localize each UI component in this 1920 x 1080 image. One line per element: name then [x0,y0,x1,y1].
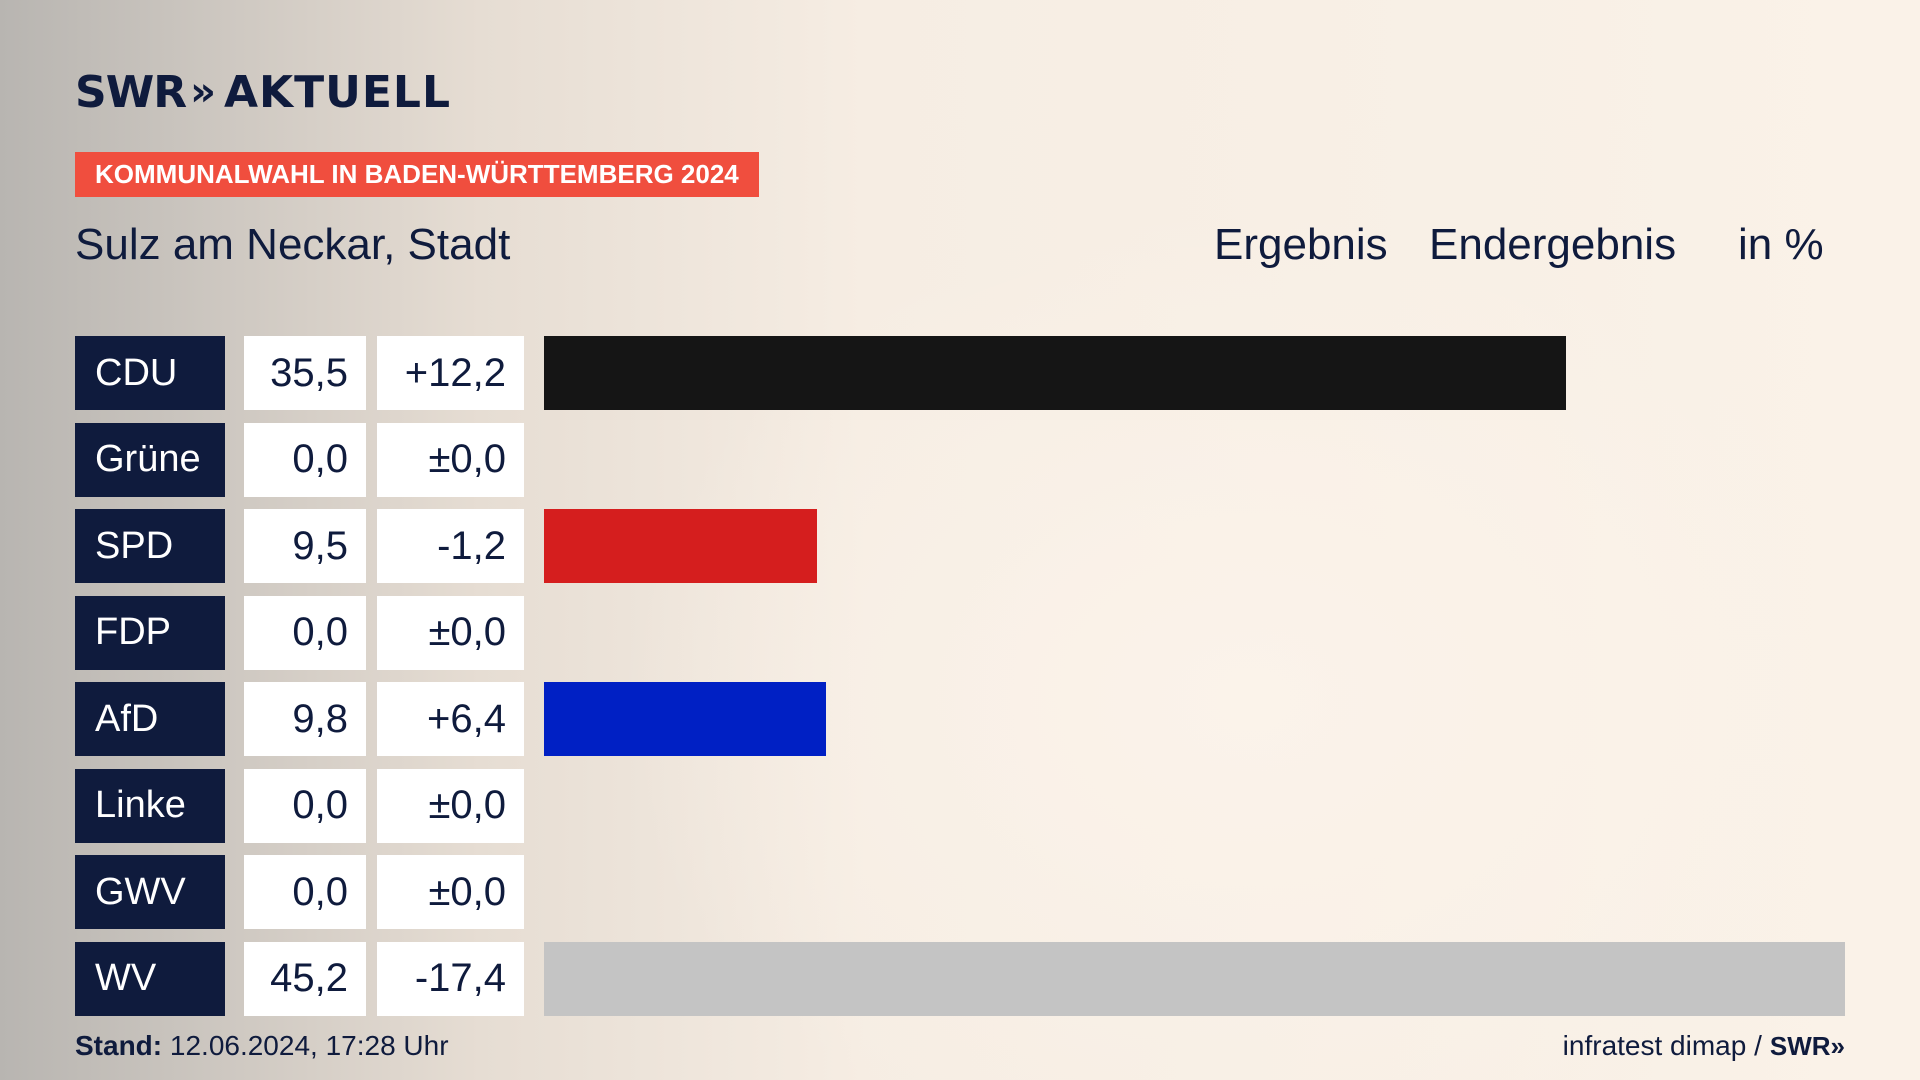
result-value: 0,0 [244,855,366,929]
party-label: AfD [75,682,225,756]
swr-aktuell-logo: SWR » AKTUELL [75,64,451,120]
column-header-result: Ergebnis [1214,220,1388,269]
result-diff: +6,4 [377,682,524,756]
result-diff: ±0,0 [377,768,524,843]
footer-timestamp: Stand: 12.06.2024, 17:28 Uhr [75,1030,449,1062]
footer-swr-logo: SWR» [1769,1030,1845,1061]
result-value: 9,8 [244,682,366,756]
result-diff: -17,4 [377,941,524,1016]
party-label: Grüne [75,422,225,497]
party-label: WV [75,941,225,1016]
result-value: 0,0 [244,422,366,497]
party-label: Linke [75,768,225,843]
source-text: infratest dimap / [1562,1030,1762,1061]
result-diff: +12,2 [377,336,524,410]
result-value: 9,5 [244,509,366,583]
result-bar [544,941,1845,1016]
election-banner: KOMMUNALWAHL IN BADEN-WÜRTTEMBERG 2024 [75,152,759,197]
place-title: Sulz am Neckar, Stadt [75,220,511,269]
stand-value: 12.06.2024, 17:28 Uhr [169,1030,449,1061]
logo-arrows-icon: » [190,69,216,115]
result-bar [544,682,827,756]
result-diff: ±0,0 [377,855,524,929]
footer-source: infratest dimap / SWR» [1563,1030,1845,1062]
party-label: GWV [75,855,225,929]
party-label: FDP [75,595,225,670]
result-value: 35,5 [244,336,366,410]
result-bar [544,336,1566,410]
logo-aktuell-text: AKTUELL [223,66,451,118]
result-value: 0,0 [244,768,366,843]
result-diff: ±0,0 [377,595,524,670]
stand-label: Stand: [75,1030,163,1061]
party-label: SPD [75,509,225,583]
result-value: 0,0 [244,595,366,670]
column-header-final: Endergebnis [1429,220,1677,269]
result-diff: ±0,0 [377,422,524,497]
logo-swr-text: SWR [75,66,187,118]
result-bar [544,509,818,583]
column-header-unit: in % [1738,220,1824,269]
result-value: 45,2 [244,941,366,1016]
party-label: CDU [75,336,225,410]
result-diff: -1,2 [377,509,524,583]
